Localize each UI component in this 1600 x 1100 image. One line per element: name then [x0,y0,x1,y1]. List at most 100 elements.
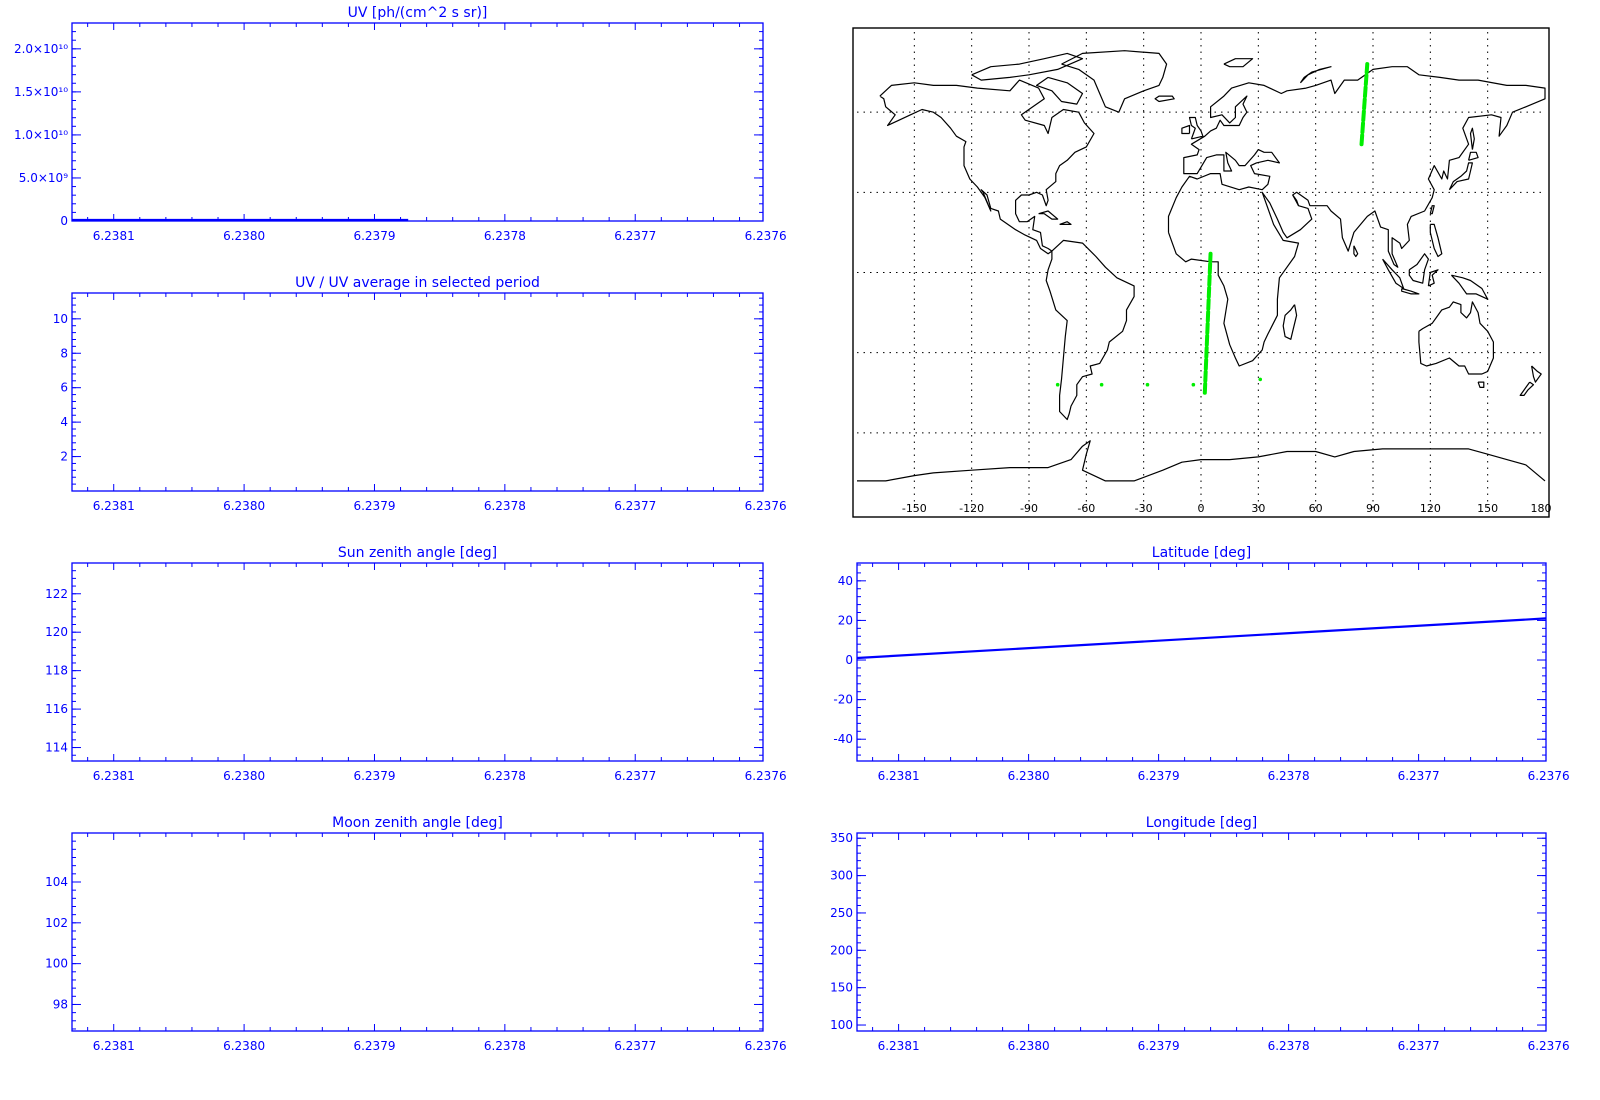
x-tick-label: 6.2377 [614,1039,656,1053]
coastline-hokkaido [1468,151,1479,161]
y-tick-label: 2.0×10¹⁰ [14,42,68,56]
chart-panel-1: UV [ph/(cm^2 s sr)] 6.2381 6.2380 6.2379 6.2… [14,5,787,243]
x-tick-label: 6.2381 [878,769,920,783]
chart-title: Latitude [deg] [1152,545,1251,561]
x-tick-label: 6.2376 [745,1039,787,1053]
coastline-novaya-zemlya [1299,66,1332,84]
y-tick-label: 98 [53,997,68,1011]
x-tick-label: 6.2380 [1008,1039,1050,1053]
map-lon-label: 180 [1531,502,1552,515]
coastline-new-guinea [1450,274,1489,300]
x-tick-label: 6.2378 [484,769,526,783]
map-lon-label: 120 [1420,502,1441,515]
track-point-2 [1099,382,1104,387]
y-tick-label: 1.0×10¹⁰ [14,128,68,142]
y-tick-label: 200 [830,943,853,957]
coastline-north-america [879,79,1095,255]
map-lon-label: 30 [1251,502,1265,515]
x-tick-label: 6.2379 [353,499,395,513]
y-tick-label: 118 [45,664,68,678]
coastline-iceland [1154,95,1175,103]
map-lon-label: 0 [1198,502,1205,515]
coastline-arabia-gulf [1292,194,1300,206]
y-tick-label: 0 [845,653,853,667]
series-line-1 [72,218,409,222]
chart-title: Longitude [deg] [1146,815,1257,831]
y-tick-label: 8 [60,346,68,360]
world-map: -150 -120 -90 -60 -30 0 30 60 90 120 150 180 [852,27,1552,518]
coastline-ireland [1181,124,1191,135]
coastline-cuba [1038,210,1059,220]
x-tick-label: 6.2379 [1138,769,1180,783]
x-tick-label: 6.2380 [223,499,265,513]
x-tick-label: 6.2376 [745,229,787,243]
chart-panel-2: UV / UV average in selected period 6.2381… [53,275,787,513]
x-tick-label: 6.2381 [93,499,135,513]
coastline-greenland [1061,50,1168,113]
plot-frame [856,562,1547,762]
x-tick-label: 6.2377 [1398,1039,1440,1053]
x-tick-label: 6.2378 [484,229,526,243]
x-tick-label: 6.2380 [223,1039,265,1053]
x-tick-label: 6.2381 [878,1039,920,1053]
x-tick-label: 6.2378 [1268,769,1310,783]
coastline-japan [1448,162,1474,191]
y-tick-label: 1.5×10¹⁰ [14,85,68,99]
coastline-africa-eurasia [1167,66,1546,367]
plot-frame [71,832,764,1032]
y-tick-label: 102 [45,916,68,930]
chart-title: Moon zenith angle [deg] [332,815,503,831]
track-point-4 [1191,382,1196,387]
y-tick-label: 4 [60,415,68,429]
map-frame [852,27,1550,518]
map-lon-label: 60 [1309,502,1323,515]
plot-frame [71,22,764,222]
x-tick-label: 6.2381 [93,1039,135,1053]
y-tick-label: 6 [60,381,68,395]
x-tick-label: 6.2381 [93,769,135,783]
coastline-australia [1418,301,1495,375]
track-point-5 [1258,377,1263,382]
coastline-new-zealand-south [1519,381,1535,396]
coastline-sri-lanka [1353,245,1359,258]
x-tick-label: 6.2380 [223,769,265,783]
y-tick-label: 2 [60,450,68,464]
coastline-uk [1188,116,1204,140]
y-tick-label: 250 [830,906,853,920]
x-tick-label: 6.2379 [1138,1039,1180,1053]
track-segment-1 [1359,62,1370,147]
y-tick-label: 100 [45,957,68,971]
coastline-antarctica [857,440,1546,482]
x-tick-label: 6.2377 [614,499,656,513]
x-tick-label: 6.2376 [1528,769,1570,783]
chart-panel-3: Sun zenith angle [deg] 6.2381 6.2380 6.2379… [45,545,787,783]
y-tick-label: 350 [830,831,853,845]
x-tick-label: 6.2378 [484,499,526,513]
chart-title: UV [ph/(cm^2 s sr)] [348,5,488,21]
y-tick-label: 5.0×10⁹ [19,171,68,185]
coastline-java [1401,287,1420,295]
coastline-hispaniola [1059,221,1072,225]
x-tick-label: 6.2378 [484,1039,526,1053]
track-segment-2 [1202,251,1213,395]
track-point-1 [1055,382,1060,387]
map-lon-label: -30 [1135,502,1153,515]
x-tick-label: 6.2381 [93,229,135,243]
coastline-tasmania [1477,381,1485,388]
y-tick-label: 122 [45,587,68,601]
x-tick-label: 6.2378 [1268,1039,1310,1053]
x-tick-label: 6.2377 [614,769,656,783]
chart-title: UV / UV average in selected period [295,275,540,291]
y-tick-label: 20 [838,613,853,627]
map-lon-label: -120 [959,502,984,515]
y-tick-label: -40 [833,732,853,746]
x-tick-label: 6.2379 [353,229,395,243]
plot-frame [856,832,1547,1032]
map-lon-label: -90 [1020,502,1038,515]
map-lon-label: -150 [902,502,927,515]
chart-panel-4: Moon zenith angle [deg] 6.2381 6.2380 6.237… [45,815,787,1053]
map-lon-label: 150 [1477,502,1498,515]
coastline-philippines [1429,223,1443,258]
coastline-south-america [1045,239,1135,421]
